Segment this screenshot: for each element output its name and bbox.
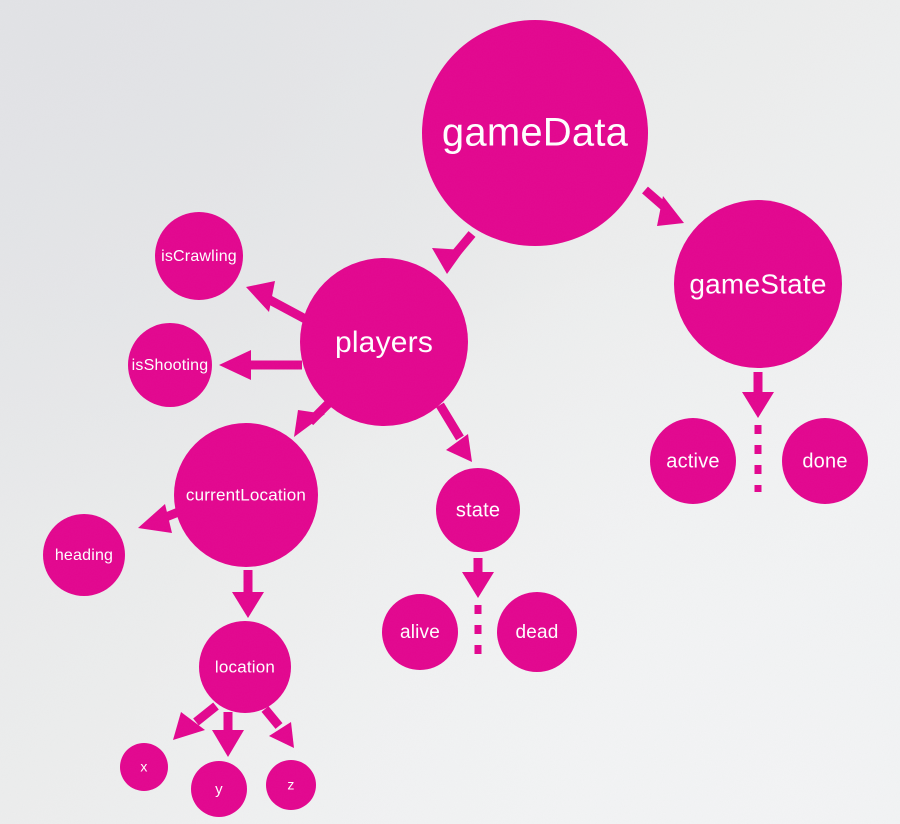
node-label-gameState: gameState: [689, 268, 826, 299]
edge-players-iscrawling: [246, 281, 312, 325]
node-alive[interactable]: alive: [382, 594, 458, 670]
node-isShooting[interactable]: isShooting: [128, 323, 212, 407]
node-isCrawling[interactable]: isCrawling: [155, 212, 243, 300]
node-currentLocation[interactable]: currentLocation: [174, 423, 318, 567]
node-players[interactable]: players: [300, 258, 468, 426]
node-label-location: location: [215, 657, 275, 676]
node-label-active: active: [666, 450, 719, 472]
node-label-dead: dead: [515, 622, 558, 643]
node-label-state: state: [456, 499, 500, 521]
edge-location-x: [173, 702, 219, 740]
edge-location-z: [261, 706, 294, 748]
node-dead[interactable]: dead: [497, 592, 577, 672]
node-y[interactable]: y: [191, 761, 247, 817]
node-label-y: y: [215, 781, 223, 798]
node-active[interactable]: active: [650, 418, 736, 504]
node-label-heading: heading: [55, 547, 113, 564]
edge-players-isshooting: [219, 350, 302, 380]
node-z[interactable]: z: [266, 760, 316, 810]
edge-players-currentlocation: [294, 398, 334, 437]
node-label-players: players: [335, 326, 433, 359]
edge-currentlocation-location: [232, 570, 264, 618]
edge-players-state: [436, 402, 472, 462]
edge-gamestate-active-done: [742, 372, 774, 492]
node-label-isShooting: isShooting: [132, 357, 209, 374]
edge-gamedata-players: [432, 231, 476, 274]
node-label-x: x: [140, 759, 147, 775]
node-gameState[interactable]: gameState: [674, 200, 842, 368]
node-label-gameData: gameData: [442, 111, 629, 155]
edge-state-alive-dead: [462, 558, 494, 662]
node-heading[interactable]: heading: [43, 514, 125, 596]
node-layer: gameData players gameState isCrawling is…: [43, 20, 868, 817]
edge-gamedata-gamestate: [642, 186, 684, 226]
node-label-isCrawling: isCrawling: [161, 248, 237, 265]
node-label-z: z: [287, 777, 294, 793]
node-location[interactable]: location: [199, 621, 291, 713]
node-label-alive: alive: [400, 622, 440, 643]
node-done[interactable]: done: [782, 418, 868, 504]
edge-location-y: [212, 712, 244, 757]
node-label-currentLocation: currentLocation: [186, 485, 306, 504]
node-state[interactable]: state: [436, 468, 520, 552]
node-gameData[interactable]: gameData: [422, 20, 648, 246]
node-x[interactable]: x: [120, 743, 168, 791]
node-label-done: done: [802, 450, 847, 472]
